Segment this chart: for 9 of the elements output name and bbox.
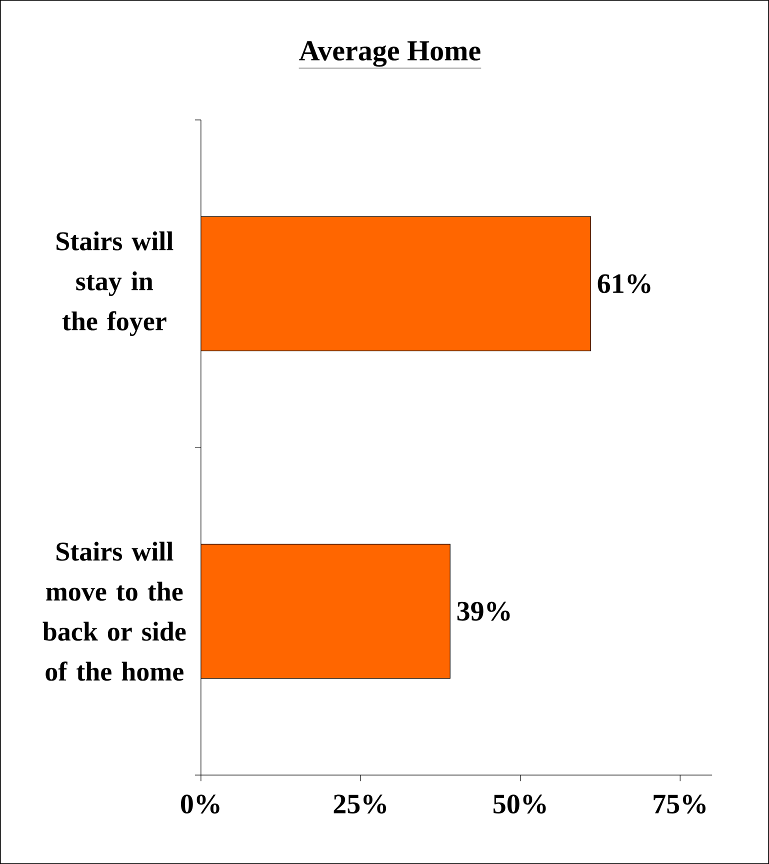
- chart-title: Average Home: [299, 41, 480, 67]
- x-tick-label: 75%: [654, 794, 706, 814]
- x-tick-label: 25%: [334, 794, 386, 814]
- data-label: 39%: [457, 602, 510, 621]
- y-tick-label: Stairs will stay in the foyer: [56, 231, 174, 336]
- x-tick-label: 0%: [181, 794, 220, 814]
- x-tick-label: 50%: [494, 794, 546, 814]
- y-tick-label: Stairs will move to the back or side of the home: [42, 542, 186, 681]
- data-label: 61%: [598, 274, 650, 294]
